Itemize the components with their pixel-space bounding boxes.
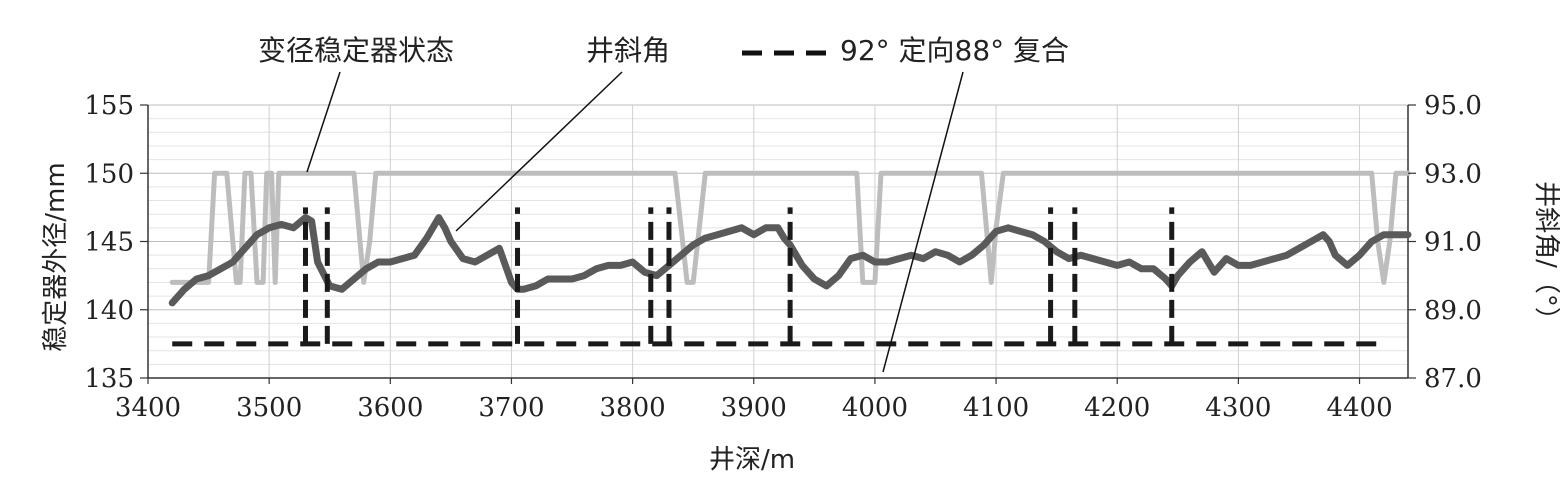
y-right-tick-label: 93.0 bbox=[1424, 159, 1482, 189]
y-left-tick-label: 140 bbox=[84, 296, 134, 326]
x-tick-label: 3500 bbox=[236, 393, 302, 423]
y-right-tick-label: 89.0 bbox=[1424, 296, 1482, 326]
y-left-tick-label: 145 bbox=[84, 228, 134, 258]
x-tick-label: 4000 bbox=[842, 393, 908, 423]
y-axis-left-title: 稳定器外径/mm bbox=[41, 162, 71, 351]
x-tick-label: 3400 bbox=[115, 393, 181, 423]
annotations: 变径稳定器状态 井斜角 92° 定向88° 复合 bbox=[258, 34, 1069, 373]
y-left-tick-label: 150 bbox=[84, 159, 134, 189]
annotation-stabilizer: 变径稳定器状态 bbox=[258, 34, 454, 67]
grid-lines bbox=[147, 104, 1408, 379]
x-tick-label: 3600 bbox=[357, 393, 423, 423]
x-tick-label: 3900 bbox=[721, 393, 787, 423]
x-tick-label: 4100 bbox=[963, 393, 1029, 423]
x-tick-label: 4400 bbox=[1326, 393, 1392, 423]
y-right-tick-label: 91.0 bbox=[1424, 228, 1482, 258]
y-axis-right-title: 井斜角/（°） bbox=[1531, 181, 1560, 333]
x-axis-title: 井深/m bbox=[709, 445, 795, 475]
y-left-tick-label: 135 bbox=[84, 364, 134, 394]
y-right-tick-label: 95.0 bbox=[1424, 91, 1482, 121]
y-right-tick-label: 87.0 bbox=[1424, 364, 1482, 394]
annotation-inclination: 井斜角 bbox=[586, 34, 670, 67]
series-inclination-line bbox=[168, 214, 1412, 307]
leader-legend-dash bbox=[882, 71, 964, 373]
x-tick-label: 3700 bbox=[478, 393, 544, 423]
y-left-tick-label: 155 bbox=[84, 91, 134, 121]
x-tick-label: 3800 bbox=[600, 393, 666, 423]
annotation-legend-dash: 92° 定向88° 复合 bbox=[840, 34, 1069, 67]
x-tick-label: 4300 bbox=[1205, 393, 1271, 423]
leader-inclination bbox=[455, 71, 623, 232]
series-layer bbox=[168, 170, 1412, 347]
leader-stabilizer bbox=[306, 71, 341, 173]
x-tick-label: 4200 bbox=[1084, 393, 1150, 423]
tick-labels: 3400 3500 3600 3700 3800 3900 4000 4100 4200 4300… bbox=[84, 91, 1482, 423]
